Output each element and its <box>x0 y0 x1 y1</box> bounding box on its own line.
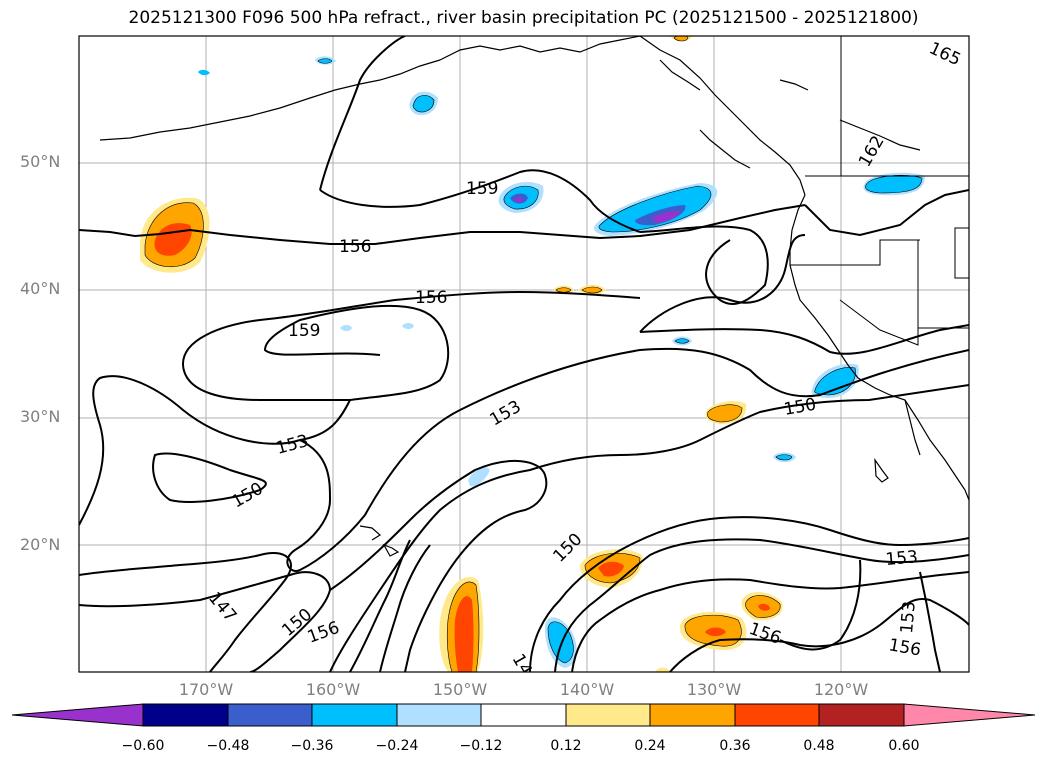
contour-label-153: 153 <box>885 547 919 570</box>
colorbar-tick-label: −0.36 <box>290 738 334 754</box>
map-frame <box>78 35 970 673</box>
contour-label-14: 14 <box>508 651 536 680</box>
colorbar-tick-label: 0.60 <box>888 738 920 754</box>
contour-label-153: 153 <box>487 397 525 431</box>
colorbar-tick-label: 0.48 <box>803 738 835 754</box>
coastlines <box>99 36 969 557</box>
lat-label-20n: 20°N <box>20 535 61 554</box>
colorbar-bin-8 <box>734 703 820 727</box>
colorbar-extend-left <box>11 703 144 727</box>
colorbar <box>11 703 1036 727</box>
lon-label-140w: 140°W <box>559 680 615 699</box>
colorbar-tick-label: 0.36 <box>719 738 751 754</box>
contour-label-156: 156 <box>415 288 447 308</box>
colorbar-bin-6 <box>565 703 651 727</box>
lat-label-30n: 30°N <box>20 407 61 426</box>
colorbar-bin-9 <box>818 703 905 727</box>
refractivity-contours <box>79 36 969 672</box>
colorbar-extend-right <box>903 703 1036 727</box>
contour-label-159: 159 <box>466 179 498 199</box>
lon-label-120w: 120°W <box>813 680 869 699</box>
lon-label-160w: 160°W <box>305 680 361 699</box>
contour-label-159: 159 <box>288 321 320 341</box>
colorbar-tick-label: 0.24 <box>634 738 666 754</box>
contour-labels: 165 162 159 156 156 159 153 150 153 150 … <box>204 38 964 680</box>
contour-label-156: 156 <box>746 619 783 649</box>
colorbar-bin-4 <box>396 703 482 727</box>
political-borders <box>790 36 969 346</box>
colorbar-tick-label: −0.12 <box>459 738 503 754</box>
colorbar-bin-7 <box>649 703 736 727</box>
precip-negative-blobs <box>198 56 925 668</box>
precip-positive-blobs <box>140 36 783 672</box>
colorbar-bin-3 <box>311 703 398 727</box>
map-title: 2025121300 F096 500 hPa refract., river … <box>128 8 919 28</box>
colorbar-bin-2 <box>227 703 313 727</box>
lon-label-150w: 150°W <box>432 680 488 699</box>
contour-label-156: 156 <box>339 237 371 257</box>
lat-label-50n: 50°N <box>20 152 61 171</box>
map-plot-area: 165 162 159 156 156 159 153 150 153 150 … <box>79 36 969 680</box>
colorbar-bin-5 <box>480 703 567 727</box>
lat-label-40n: 40°N <box>20 279 61 298</box>
colorbar-bin-1 <box>142 703 229 727</box>
contour-label-150: 150 <box>549 529 586 566</box>
colorbar-tick-label: −0.60 <box>121 738 165 754</box>
lon-label-130w: 130°W <box>686 680 742 699</box>
colorbar-tick-label: −0.24 <box>375 738 419 754</box>
colorbar-tick-label: −0.48 <box>206 738 250 754</box>
contour-label-165: 165 <box>926 38 964 70</box>
contour-label-150: 150 <box>782 395 817 420</box>
contour-label-156: 156 <box>887 635 922 660</box>
contour-label-147: 147 <box>204 588 240 626</box>
contour-label-153: 153 <box>897 600 920 634</box>
colorbar-tick-label: 0.12 <box>550 738 582 754</box>
lon-label-170w: 170°W <box>178 680 234 699</box>
contour-label-150: 150 <box>229 479 267 513</box>
contour-label-153: 153 <box>274 431 311 459</box>
